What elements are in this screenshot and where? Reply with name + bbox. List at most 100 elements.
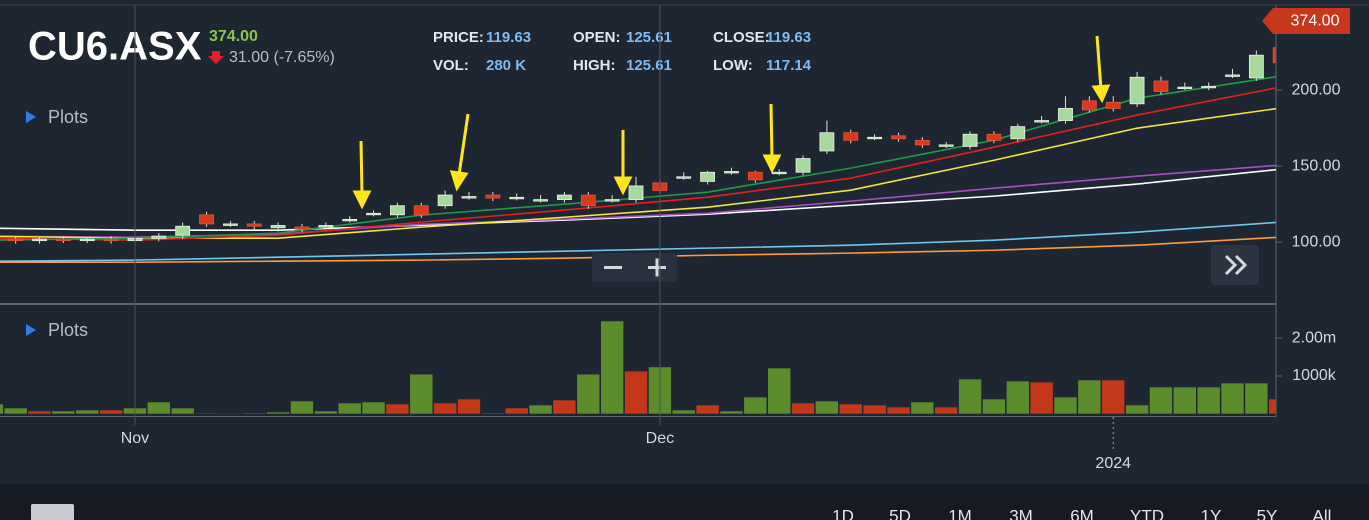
candle-body xyxy=(509,196,525,200)
volume-bar xyxy=(624,370,648,415)
candle-body xyxy=(1081,100,1097,111)
candle-body xyxy=(270,225,286,229)
timeframe-button[interactable]: 1Y xyxy=(1201,506,1222,520)
volume-bar xyxy=(1005,380,1030,415)
volume-bar xyxy=(27,410,52,415)
x-tick-label: Dec xyxy=(646,430,674,447)
x-tick-label: 2024 xyxy=(1095,455,1131,472)
stat-value: 125.61 xyxy=(626,29,672,46)
candle-body xyxy=(676,176,692,179)
candle-body xyxy=(1010,126,1026,140)
candle-body xyxy=(1129,76,1145,105)
toolbar xyxy=(0,484,1369,520)
volume-bar xyxy=(409,373,434,415)
volume-bar xyxy=(361,401,386,415)
volume-bar xyxy=(266,411,290,415)
volume-bar xyxy=(528,404,553,415)
stat-value: 125.61 xyxy=(626,57,672,74)
volume-bar xyxy=(51,410,76,415)
volume-bar xyxy=(934,406,959,415)
y-tick-label: 150.00 xyxy=(1292,157,1341,174)
volume-bar xyxy=(600,320,624,415)
volume-bar xyxy=(75,409,100,415)
timeframe-button[interactable]: 6M xyxy=(1070,506,1094,520)
stat-label: PRICE: xyxy=(433,29,484,46)
volume-bar xyxy=(695,404,720,415)
volume-bar xyxy=(99,409,123,415)
volume-bar xyxy=(1053,396,1078,415)
timeframe-button[interactable]: All xyxy=(1313,506,1332,520)
stat-label: HIGH: xyxy=(573,57,616,74)
timeframe-button[interactable]: 1M xyxy=(948,506,972,520)
y-tick-label: 2.00m xyxy=(1292,329,1336,346)
candle-body xyxy=(986,133,1002,141)
candle-body xyxy=(175,225,191,236)
volume-bar xyxy=(0,403,4,415)
volume-bar xyxy=(767,367,791,415)
candle-body xyxy=(1034,120,1050,123)
candle-body xyxy=(533,199,548,202)
expand-icon[interactable] xyxy=(26,324,36,336)
volume-bar xyxy=(838,403,863,415)
chevron-icon xyxy=(1234,254,1248,276)
chevron-icon xyxy=(1224,254,1238,276)
candle-body xyxy=(151,235,167,239)
zoom-in-button[interactable] xyxy=(648,258,666,277)
candle-body xyxy=(461,196,477,199)
volume-bar xyxy=(218,412,243,415)
volume-bar xyxy=(337,402,362,415)
volume-bar xyxy=(719,410,744,415)
volume-bar xyxy=(170,407,195,415)
candle-body xyxy=(413,205,429,216)
volume-bar xyxy=(958,378,982,415)
volume-bar xyxy=(743,396,768,415)
candle-body xyxy=(1201,85,1217,89)
stat-label: LOW: xyxy=(713,57,753,74)
volume-bar xyxy=(290,400,314,415)
volume-bar xyxy=(815,400,839,415)
candle-body xyxy=(437,194,453,207)
timeframe-button[interactable]: 3M xyxy=(1009,506,1033,520)
stat-label: VOL: xyxy=(433,57,469,74)
candle-body xyxy=(103,238,119,242)
candle-body xyxy=(1272,47,1276,64)
candle-body xyxy=(1177,86,1193,90)
candle-body xyxy=(962,133,978,147)
plot-area xyxy=(0,47,1276,415)
x-tick-label: Nov xyxy=(121,430,149,447)
candle-body xyxy=(32,238,47,242)
moving-average-line xyxy=(0,221,1276,262)
candle-body xyxy=(557,194,572,201)
timeframe-button[interactable]: 5Y xyxy=(1257,506,1278,520)
timeframe-button[interactable]: 5D xyxy=(889,506,911,520)
candle-body xyxy=(1248,54,1264,79)
plots-toggle[interactable]: Plots xyxy=(48,107,88,127)
keyboard-icon[interactable] xyxy=(31,504,74,520)
y-tick-label: 100.00 xyxy=(1292,233,1341,250)
volume-bar xyxy=(1029,381,1054,415)
candle-body xyxy=(700,171,715,182)
candle-body xyxy=(938,144,954,147)
candle-body xyxy=(819,132,835,152)
volume-bar xyxy=(314,410,338,415)
timeframe-button[interactable]: YTD xyxy=(1130,506,1164,520)
volume-bar xyxy=(862,404,887,415)
candle-body xyxy=(79,238,95,242)
volume-bar xyxy=(481,412,505,415)
expand-icon[interactable] xyxy=(26,111,36,123)
y-tick-label: 200.00 xyxy=(1292,81,1341,98)
candle-body xyxy=(867,136,883,140)
timeframe-button[interactable]: 1D xyxy=(832,506,854,520)
stat-value: 119.63 xyxy=(766,29,811,46)
volume-bar xyxy=(1244,382,1269,415)
down-arrow-icon xyxy=(208,51,224,64)
volume-bar xyxy=(3,407,28,415)
stat-value: 117.14 xyxy=(766,57,812,74)
price-flag-label: 374.00 xyxy=(1291,13,1340,30)
candle-body xyxy=(795,158,811,173)
plots-toggle[interactable]: Plots xyxy=(48,320,88,340)
zoom-out-button[interactable] xyxy=(604,266,622,269)
